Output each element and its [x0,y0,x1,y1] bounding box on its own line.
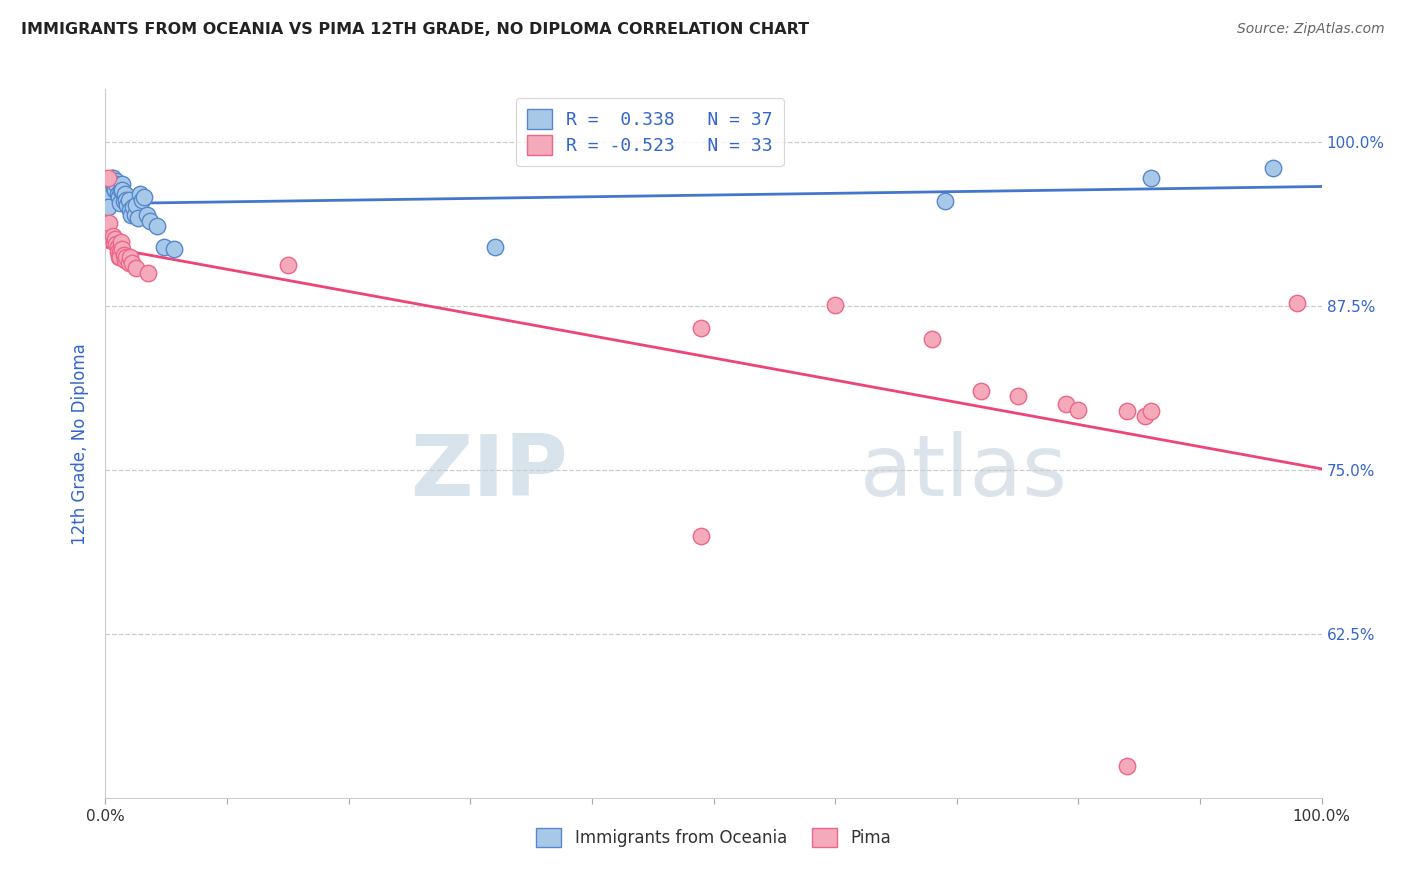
Point [1286,296,1309,310]
Point [107,240,129,254]
Point [110,183,132,197]
Point [114,252,136,267]
Point [97,201,120,215]
Point [103,180,125,194]
Text: Source: ZipAtlas.com: Source: ZipAtlas.com [1237,22,1385,37]
Text: ZIP: ZIP [411,431,568,514]
Point [111,177,134,191]
Point [934,194,956,208]
Point [484,240,506,254]
Point [97,171,120,186]
Point [125,260,148,275]
Point [117,255,139,269]
Point [128,187,150,202]
Point [690,529,713,543]
Point [136,266,159,280]
Point [1135,409,1157,424]
Point [97,187,120,202]
Point [131,193,153,207]
Point [1140,171,1163,186]
Point [145,219,167,233]
Point [162,243,184,257]
Point [107,245,129,260]
Point [105,237,128,252]
Point [1116,758,1139,772]
Point [114,187,136,202]
Point [103,235,125,249]
Point [112,248,135,262]
Point [98,216,121,230]
Y-axis label: 12th Grade, No Diploma: 12th Grade, No Diploma [72,343,90,545]
Point [108,190,131,204]
Point [277,258,299,272]
Point [101,171,124,186]
Point [120,208,142,222]
Legend: Immigrants from Oceania, Pima: Immigrants from Oceania, Pima [530,822,897,854]
Point [110,235,132,249]
Text: atlas: atlas [859,431,1067,514]
Point [108,245,131,260]
Point [125,198,148,212]
Point [100,171,122,186]
Point [104,232,127,246]
Point [124,208,146,222]
Point [105,174,128,188]
Point [105,177,128,191]
Point [1054,397,1077,411]
Point [1261,161,1284,175]
Point [1067,402,1090,417]
Point [117,198,139,212]
Point [118,250,141,264]
Point [134,190,156,204]
Point [690,321,713,335]
Point [112,194,135,208]
Text: IMMIGRANTS FROM OCEANIA VS PIMA 12TH GRADE, NO DIPLOMA CORRELATION CHART: IMMIGRANTS FROM OCEANIA VS PIMA 12TH GRA… [21,22,810,37]
Point [121,255,143,269]
Point [104,183,127,197]
Point [1116,404,1139,418]
Point [115,250,138,264]
Point [153,240,176,254]
Point [139,213,162,227]
Point [135,208,157,222]
Point [111,243,134,257]
Point [111,183,134,197]
Point [108,250,131,264]
Point [117,193,139,207]
Point [921,332,943,346]
Point [824,297,846,311]
Point [118,202,141,217]
Point [1007,389,1029,403]
Point [122,201,145,215]
Point [108,196,131,211]
Point [107,187,129,202]
Point [970,384,993,399]
Point [101,229,124,244]
Point [1140,404,1163,418]
Point [108,250,131,264]
Point [115,193,138,207]
Point [127,211,149,225]
